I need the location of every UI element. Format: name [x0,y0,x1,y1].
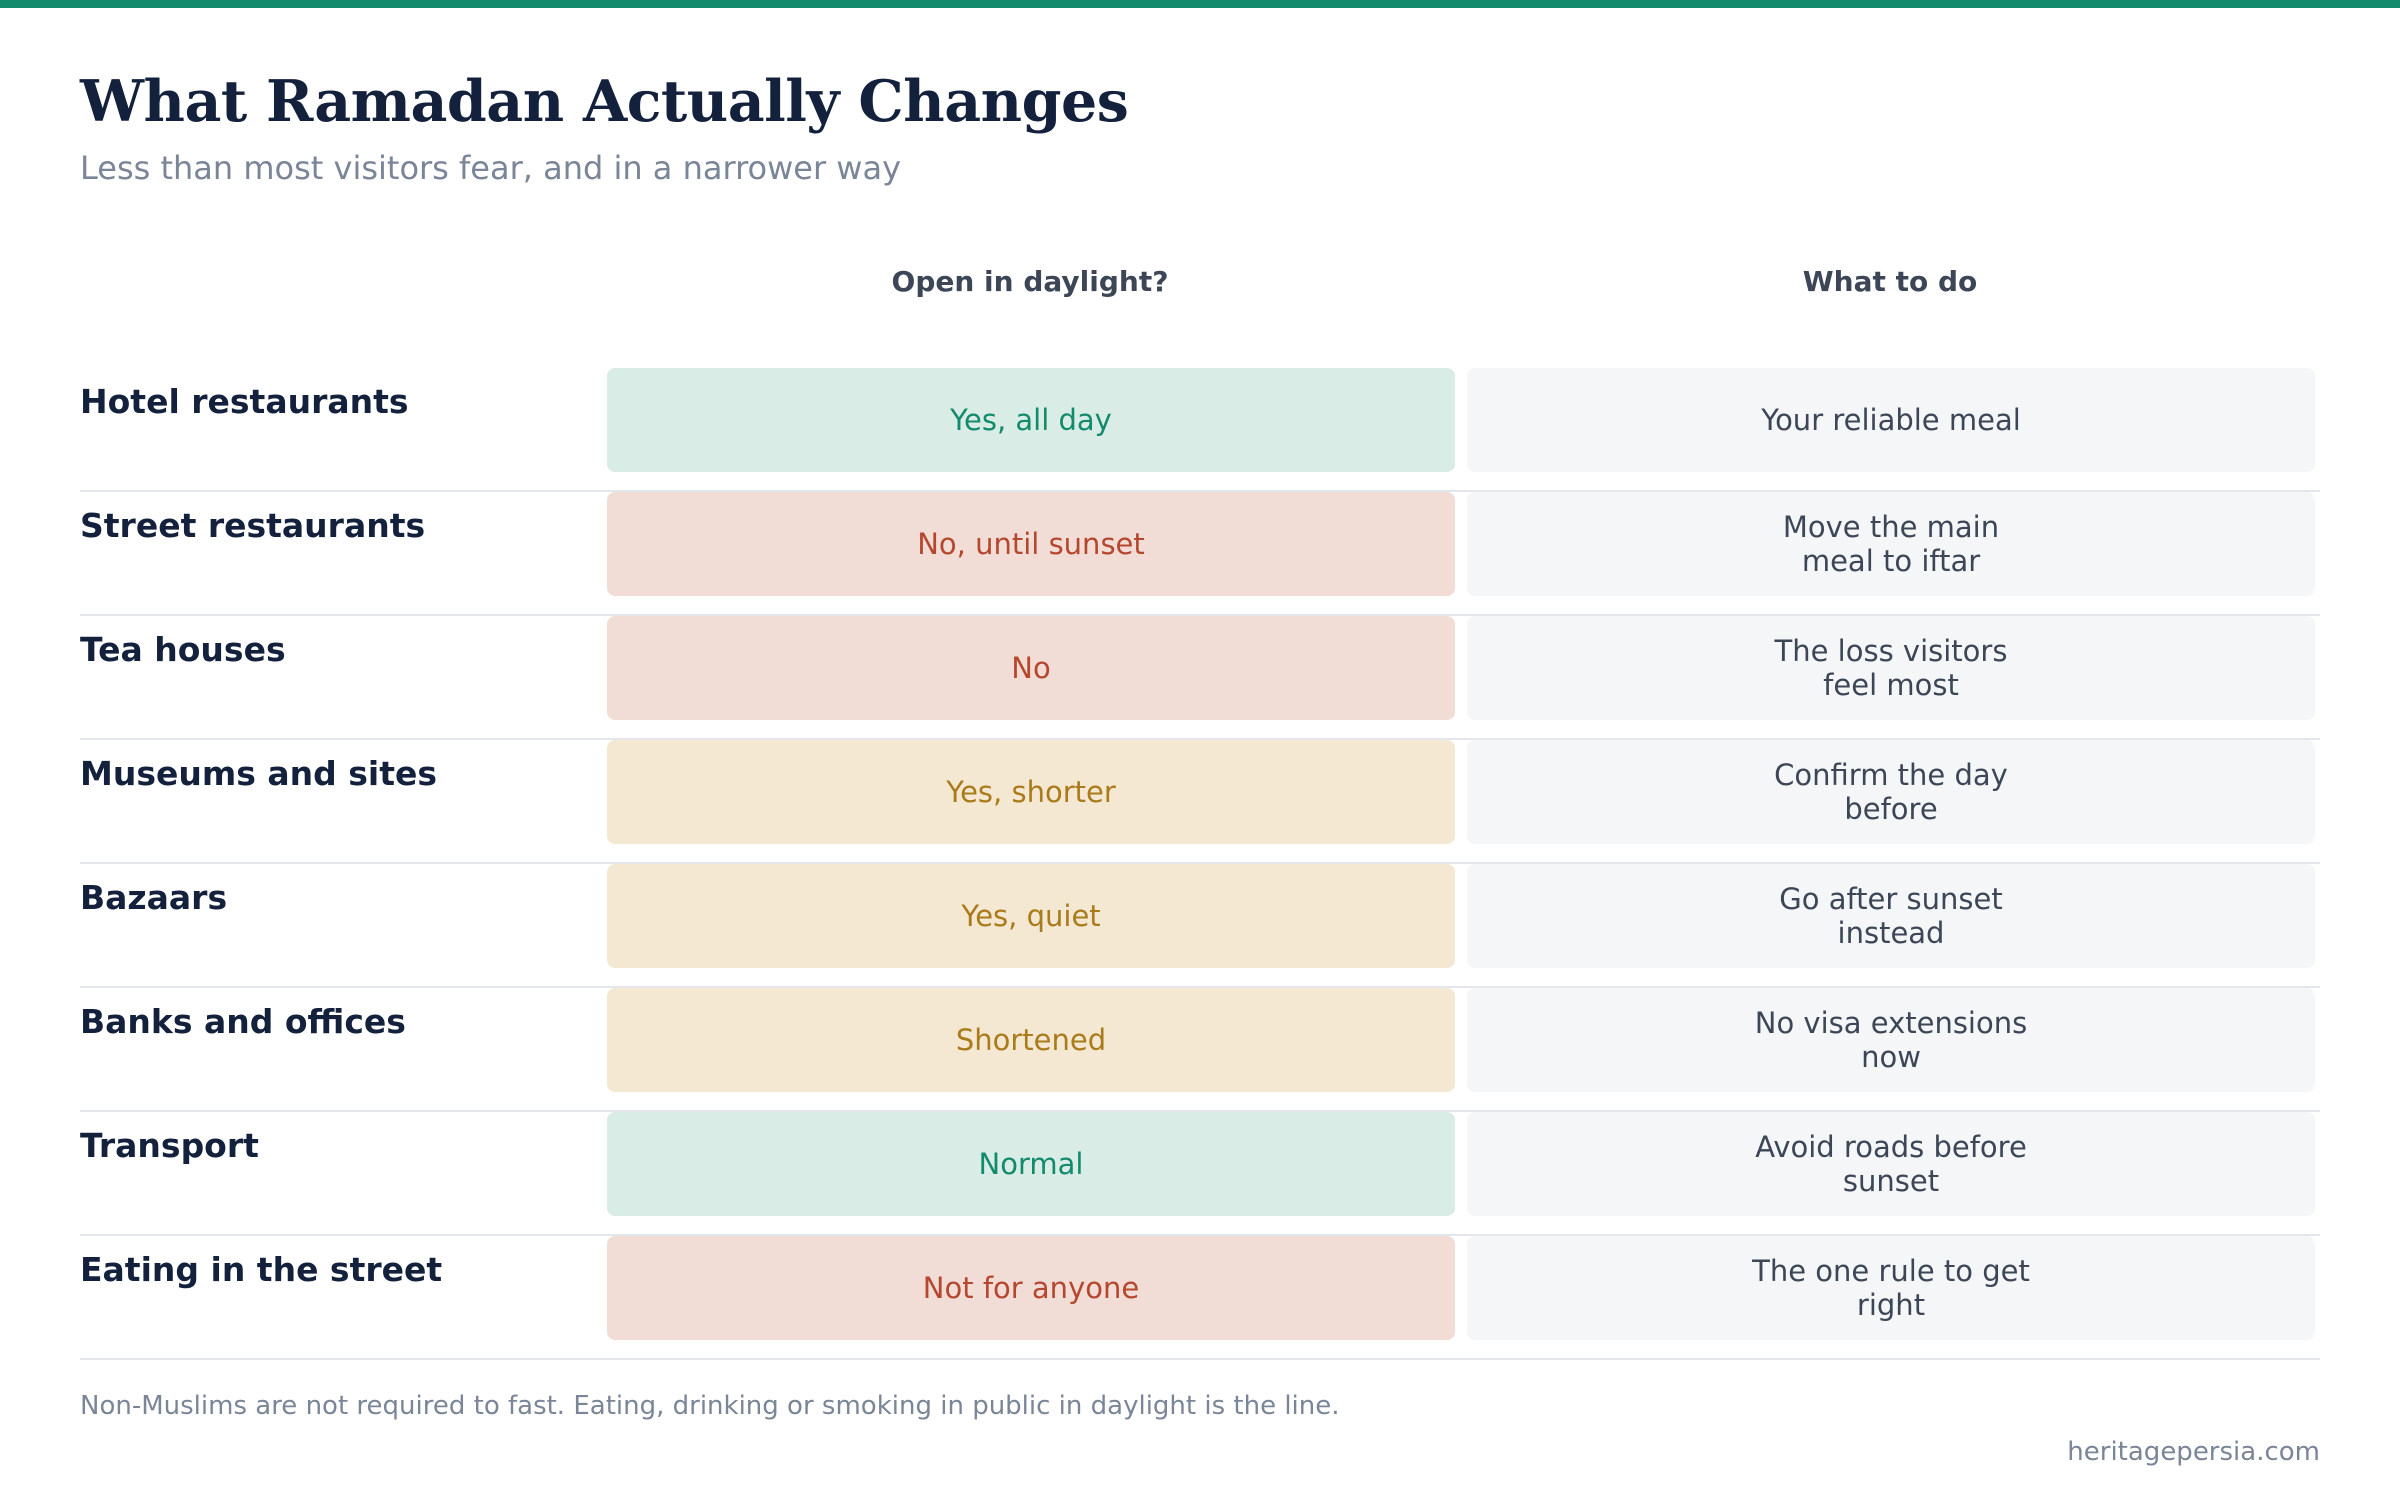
table-row: Hotel restaurants Yes, all day Your reliab… [80,368,2320,492]
status-cell: Yes, all day [607,368,1455,472]
advice-text: Avoid roads before sunset [1755,1130,2027,1198]
row-label: Bazaars [80,878,228,917]
row-label: Museums and sites [80,754,437,793]
advice-cell: Go after sunset instead [1467,864,2315,968]
page-subtitle: Less than most visitors fear, and in a n… [80,149,901,187]
advice-cell: The one rule to get right [1467,1236,2315,1340]
column-header-status: Open in daylight? [891,265,1169,298]
source-credit: heritagepersia.com [2067,1437,2320,1467]
advice-text: No visa extensions now [1754,1006,2028,1074]
table-row: Bazaars Yes, quiet Go after sunset instead [80,864,2320,988]
advice-cell: Your reliable meal [1467,368,2315,472]
table-row: Museums and sites Yes, shorter Confirm the… [80,740,2320,864]
advice-text: The loss visitors feel most [1774,634,2008,702]
status-cell: Shortened [607,988,1455,1092]
advice-cell: Move the main meal to iftar [1467,492,2315,596]
advice-cell: The loss visitors feel most [1467,616,2315,720]
advice-text: Move the main meal to iftar [1782,510,2000,578]
table-row: Transport Normal Avoid roads before sunset [80,1112,2320,1236]
status-cell: No, until sunset [607,492,1455,596]
table-row: Tea houses No The loss visitors feel most [80,616,2320,740]
column-header-advice: What to do [1802,265,1978,298]
advice-text: Go after sunset instead [1779,882,2003,950]
table-row: Banks and offices Shortened No visa extens… [80,988,2320,1112]
table-row: Street restaurants No, until sunset Move t… [80,492,2320,616]
status-cell: Not for anyone [607,1236,1455,1340]
table-row: Eating in the street Not for anyone The on… [80,1236,2320,1360]
advice-cell: No visa extensions now [1467,988,2315,1092]
advice-text: Your reliable meal [1761,403,2021,437]
status-cell: Normal [607,1112,1455,1216]
status-cell: Yes, shorter [607,740,1455,844]
status-cell: Yes, quiet [607,864,1455,968]
accent-bar [0,0,2400,8]
page-title: What Ramadan Actually Changes [80,68,1129,135]
row-label: Street restaurants [80,506,426,545]
advice-cell: Confirm the day before [1467,740,2315,844]
advice-text: Confirm the day before [1774,758,2008,826]
row-label: Banks and offices [80,1002,406,1041]
footnote: Non-Muslims are not required to fast. Ea… [80,1391,1340,1421]
advice-cell: Avoid roads before sunset [1467,1112,2315,1216]
row-label: Hotel restaurants [80,382,409,421]
row-label: Transport [80,1126,259,1165]
row-label: Tea houses [80,630,286,669]
advice-text: The one rule to get right [1752,1254,2030,1322]
status-cell: No [607,616,1455,720]
row-label: Eating in the street [80,1250,443,1289]
